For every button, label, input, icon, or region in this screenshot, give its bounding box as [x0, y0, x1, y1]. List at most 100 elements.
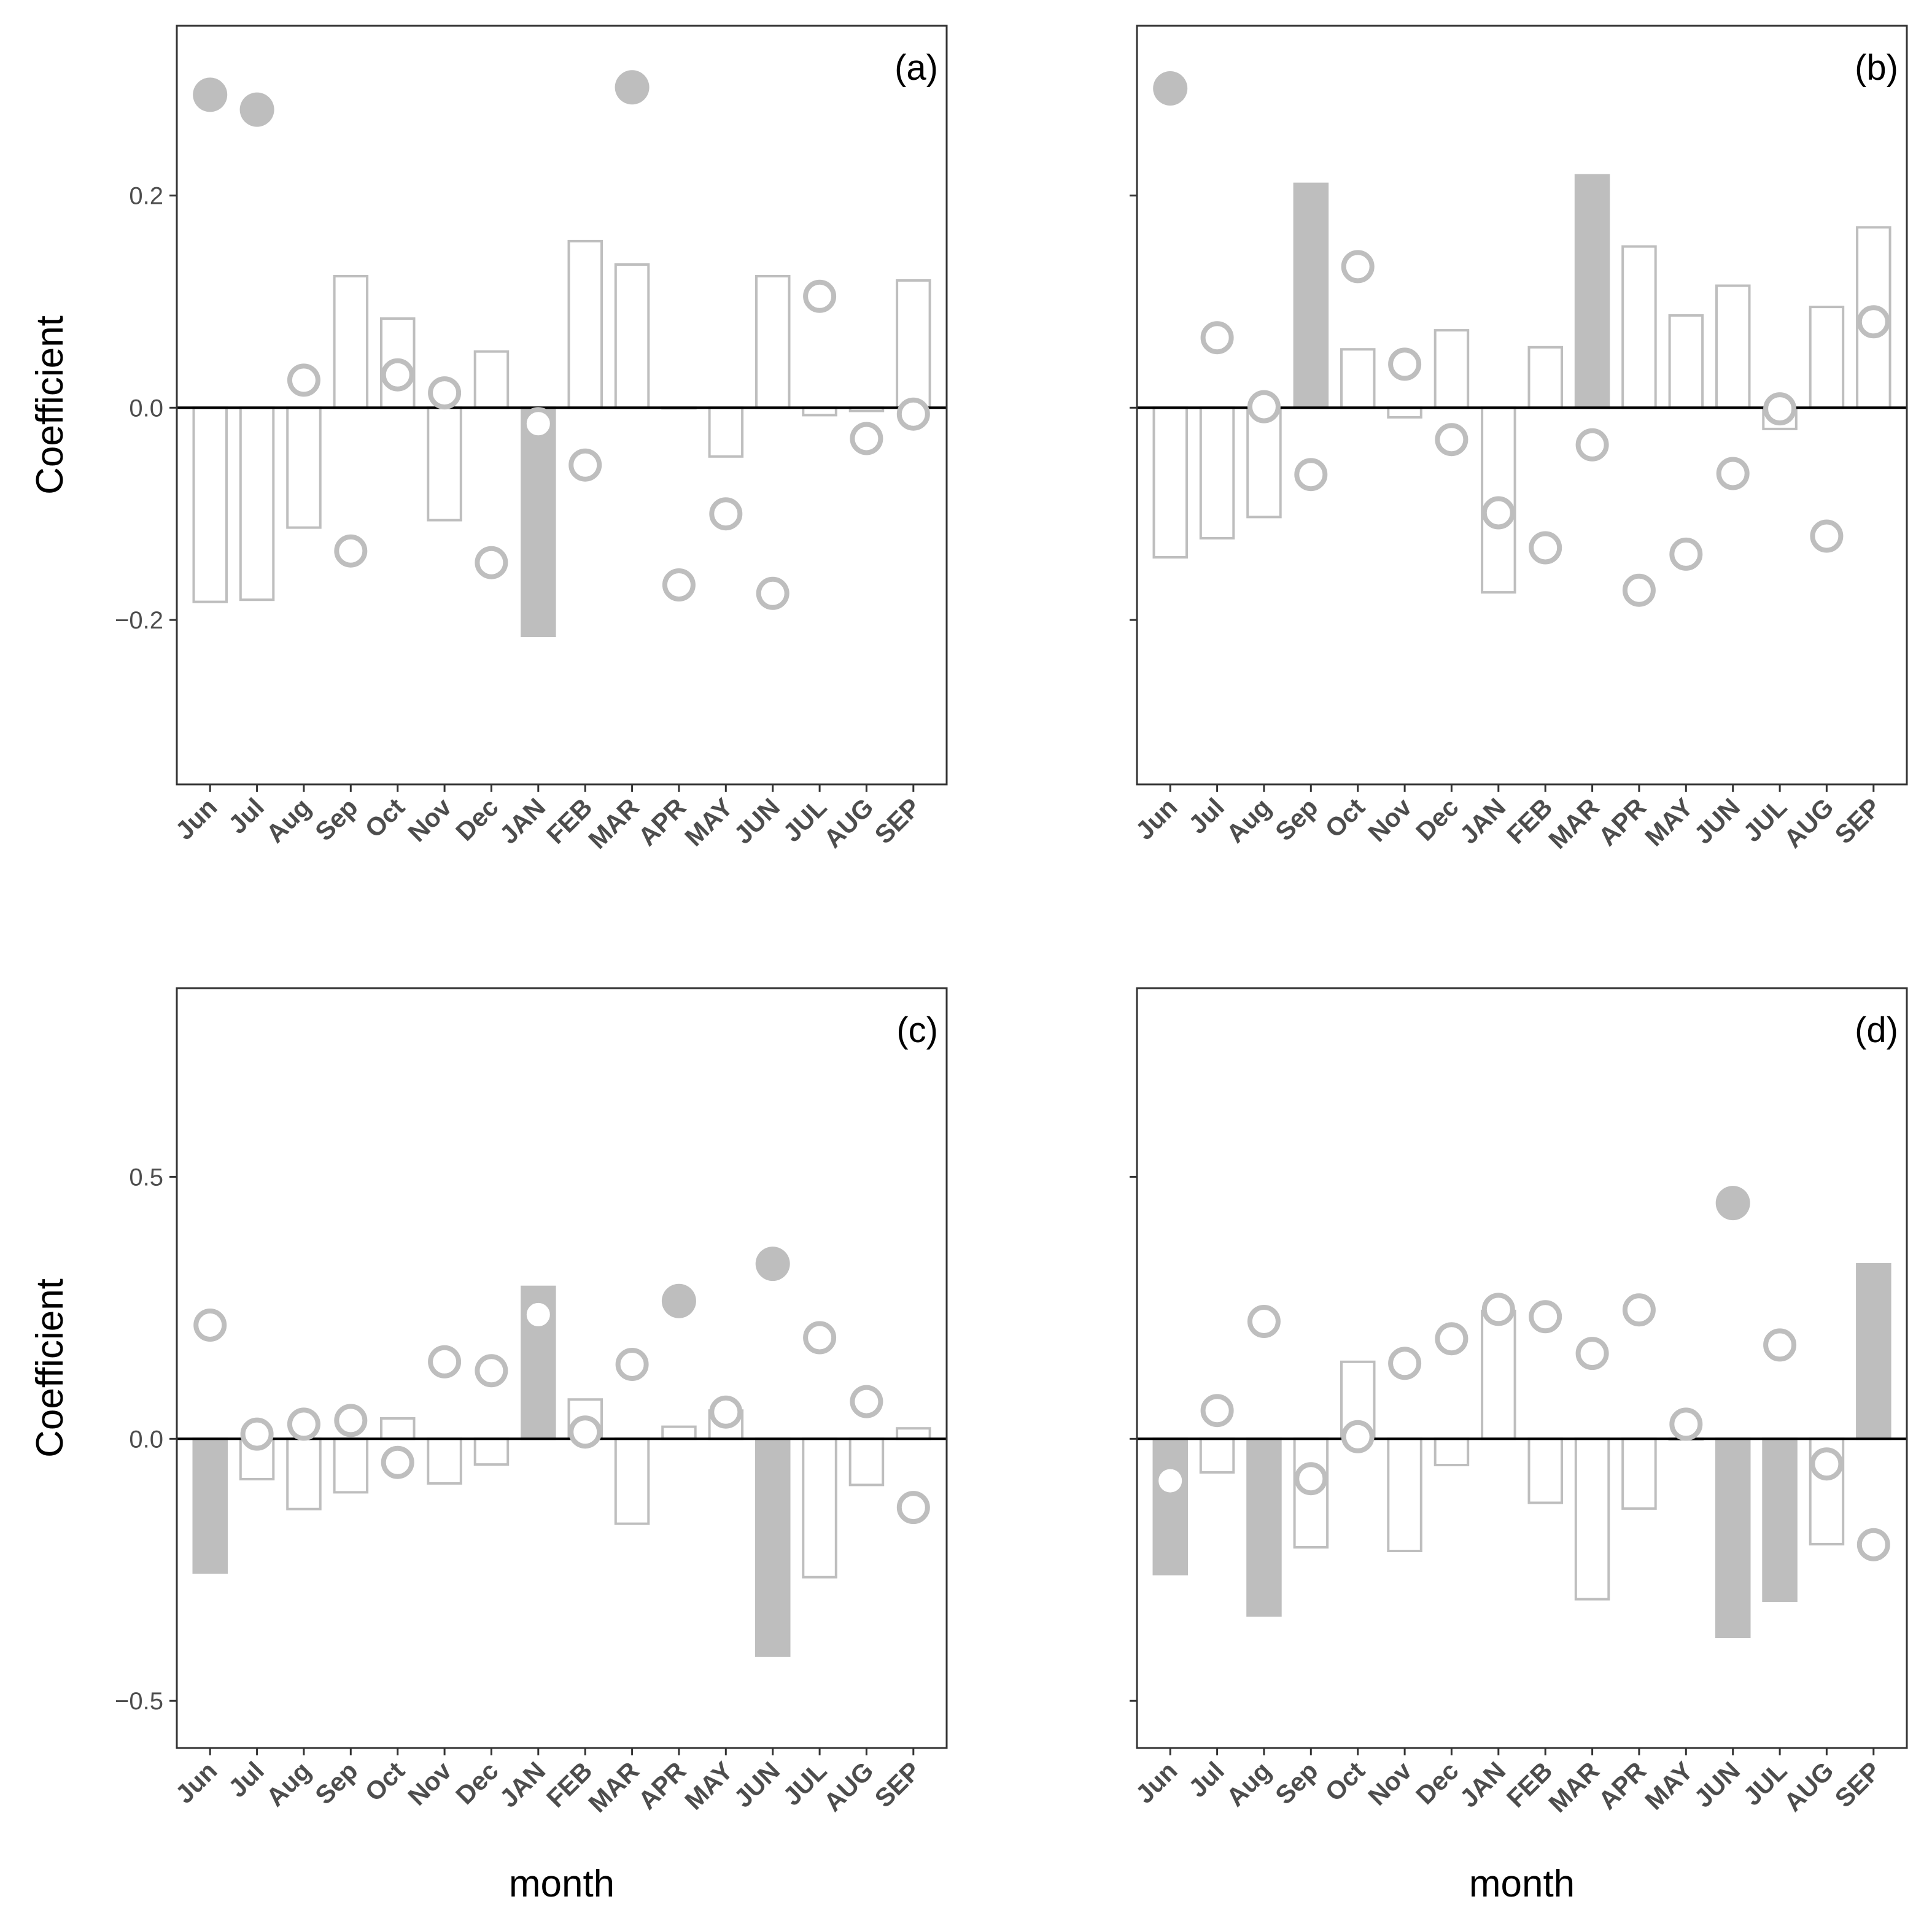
panel-b-frame [1136, 25, 1908, 786]
point-feb [568, 1415, 602, 1449]
point-oct [381, 358, 414, 392]
y-tick-label: 0.0 [129, 395, 163, 422]
point-apr [661, 1283, 696, 1318]
point-dec [1435, 1322, 1468, 1356]
point-jul [240, 1417, 274, 1451]
bar-jun [755, 1437, 791, 1657]
point-aug [1247, 1305, 1281, 1338]
point-sep [896, 397, 930, 431]
point-sep [334, 1404, 368, 1437]
point-oct [1341, 250, 1375, 284]
point-jul [1763, 1328, 1797, 1362]
panel-a-tag: (a) [894, 48, 938, 88]
bar-aug [1246, 1437, 1282, 1617]
point-jul [803, 1321, 837, 1355]
point-may [1669, 537, 1703, 571]
point-feb [1529, 1300, 1562, 1334]
bar-sep [1856, 1263, 1891, 1440]
panel-b-tag: (b) [1855, 48, 1898, 88]
point-jun [1153, 71, 1188, 106]
point-mar [1575, 1337, 1609, 1371]
x-axis-title-right: month [1469, 1863, 1575, 1905]
point-jan [1481, 1293, 1515, 1326]
y-axis-title-bottom: Coefficient [29, 1278, 71, 1458]
point-may [1669, 1407, 1703, 1441]
bar-jul [1762, 1437, 1798, 1603]
bar-mar [1574, 174, 1610, 409]
point-mar [1575, 428, 1609, 462]
y-tick-label: 0.0 [129, 1426, 163, 1453]
panel-d-y-ticks [1130, 1175, 1137, 1702]
y-tick-label: −0.2 [115, 607, 163, 634]
point-aug [1810, 1447, 1844, 1481]
point-aug [850, 1385, 883, 1418]
panel-d-frame [1136, 987, 1908, 1749]
bar-jan [521, 406, 556, 637]
point-mar [615, 1348, 649, 1381]
panel-c-plot [177, 1247, 947, 1657]
point-aug [850, 422, 883, 455]
point-dec [475, 1354, 508, 1388]
point-nov [428, 1345, 462, 1379]
point-apr [1622, 573, 1656, 607]
point-jun [1716, 457, 1750, 490]
point-oct [381, 1445, 414, 1479]
point-aug [287, 1407, 320, 1441]
point-apr [662, 568, 696, 601]
point-may [709, 1395, 743, 1429]
panel-a-y-ticks: −0.2 0.0 0.2 [115, 183, 177, 634]
bar-jun [1715, 1437, 1751, 1639]
point-jul [1200, 321, 1234, 355]
point-oct [1341, 1420, 1375, 1453]
point-sep [1856, 305, 1890, 339]
point-nov [428, 376, 462, 410]
point-apr [1622, 1293, 1656, 1327]
point-jul [1763, 392, 1797, 426]
x-axis-title-left: month [509, 1863, 615, 1905]
point-jan [521, 1297, 555, 1331]
y-tick-label: −0.5 [115, 1688, 163, 1715]
panel-b-y-ticks [1130, 195, 1137, 621]
panel-a-plot [177, 70, 947, 637]
point-jun [193, 77, 228, 112]
panel-c-frame [176, 987, 948, 1749]
point-aug [1810, 519, 1844, 553]
point-sep [1856, 1528, 1890, 1561]
point-feb [1529, 531, 1562, 565]
point-jul [239, 92, 274, 127]
panel-d-tag: (d) [1855, 1010, 1898, 1050]
panel-c-y-ticks: −0.5 0.0 0.5 [115, 1164, 177, 1715]
point-dec [1435, 423, 1468, 457]
point-sep [1294, 458, 1328, 492]
bar-jun [192, 1437, 228, 1574]
point-feb [568, 448, 602, 482]
point-aug [1247, 390, 1281, 423]
point-nov [1388, 1347, 1422, 1380]
point-dec [475, 546, 508, 579]
point-jul [803, 279, 837, 313]
point-jun [1715, 1186, 1750, 1221]
y-tick-label: 0.2 [129, 183, 163, 210]
point-sep [896, 1491, 930, 1525]
point-may [709, 497, 743, 531]
point-jun [193, 1309, 227, 1342]
point-nov [1388, 347, 1422, 381]
point-sep [334, 534, 368, 568]
panel-d-plot [1137, 1186, 1907, 1639]
point-jun [755, 1247, 790, 1282]
point-jan [1481, 496, 1515, 530]
panel-a-frame [176, 25, 948, 786]
point-mar [615, 70, 650, 105]
y-axis-title-top: Coefficient [29, 315, 71, 495]
point-sep [1294, 1462, 1328, 1496]
bar-jun [1152, 1437, 1188, 1576]
bar-sep [1293, 182, 1329, 409]
point-aug [287, 363, 320, 397]
point-jun [1154, 1464, 1187, 1498]
point-jun [756, 576, 789, 610]
point-jan [521, 407, 555, 441]
panel-b-plot [1137, 71, 1907, 607]
panel-c-tag: (c) [896, 1010, 938, 1050]
y-tick-label: 0.5 [129, 1164, 163, 1191]
